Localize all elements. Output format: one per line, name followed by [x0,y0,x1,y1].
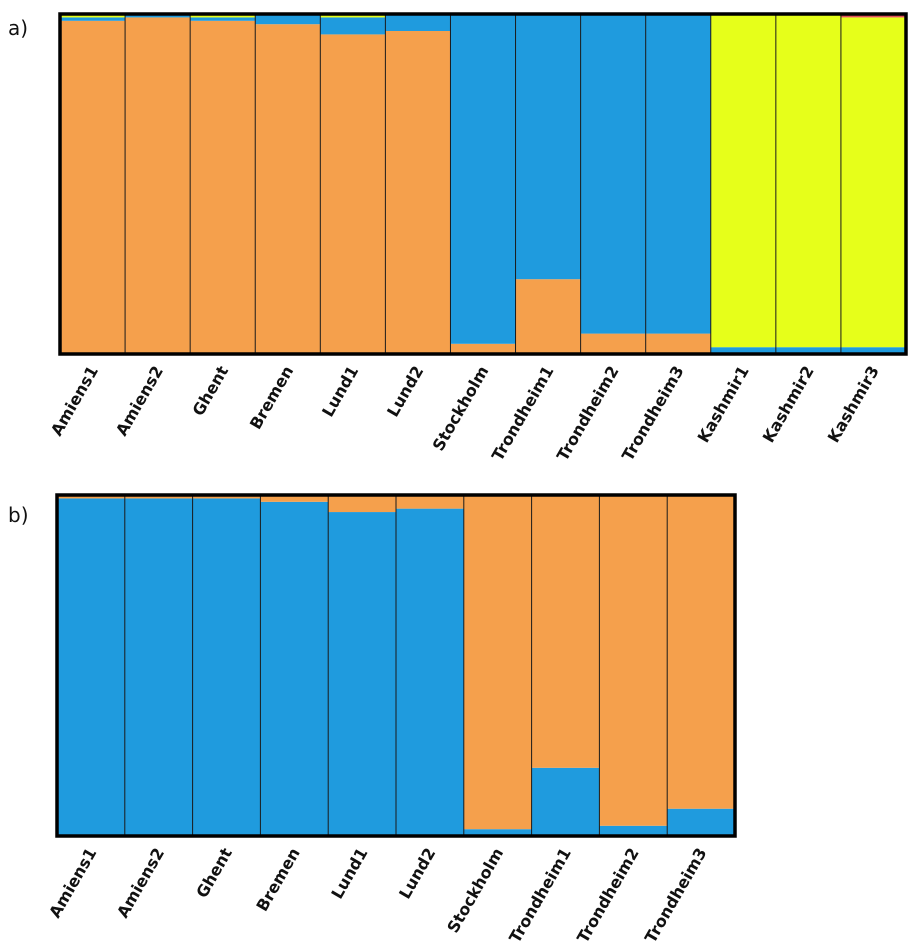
bar-segment-stockholm-0 [450,343,517,354]
panel-label-a: a) [8,16,29,40]
bar-segment-kashmir3-1 [840,347,907,354]
population-trondheim1 [515,14,582,354]
plot-frame [55,493,737,838]
bar-segment-trondheim2-1 [580,14,647,334]
bar-segment-lund1-1 [328,495,397,513]
bar-segment-lund2-1 [396,495,465,509]
bar-segment-amiens2-0 [124,498,194,836]
population-lund2 [396,495,465,836]
bar-segment-amiens1-0 [60,20,126,355]
tick-label-lund1: Lund1 [318,363,362,421]
bar-segment-bremen-0 [255,24,321,354]
tick-label-amiens2: Amiens2 [112,363,167,440]
tick-label-trondheim3: Trondheim3 [618,363,688,465]
tick-label-kashmir2: Kashmir2 [759,363,818,446]
bar-segment-kashmir1-1 [710,347,777,354]
structure-plot-a: Amiens1 Amiens2 Ghent Bremen Lund1 Lund2 Stock… [47,12,908,465]
tick-label-kashmir1: Kashmir1 [694,363,753,446]
bar-segment-trondheim1-1 [515,14,582,280]
tick-label-lund2: Lund2 [383,363,427,421]
population-stockholm [463,495,533,836]
bar-segment-bremen-1 [255,14,321,25]
bar-segment-ghent-1 [190,17,256,21]
bar-segment-trondheim1-1 [531,495,600,768]
bar-segment-lund2-1 [385,14,452,31]
bar-segment-kashmir2-2 [775,14,842,348]
bar-segment-kashmir2-1 [775,347,842,354]
bar-segment-trondheim3-0 [645,333,712,354]
tick-label-ghent: Ghent [192,844,236,901]
population-amiens2 [124,495,194,836]
population-lund1 [328,495,397,836]
bar-segment-stockholm-0 [463,829,533,836]
bar-segment-bremen-1 [260,495,329,502]
tick-label-stockholm: Stockholm [443,845,507,937]
structure-plot-b: Amiens1 Amiens2 Ghent Bremen Lund1 Lund2 Stock… [45,493,737,947]
bar-segment-trondheim1-0 [515,279,582,354]
tick-label-stockholm: Stockholm [429,363,493,455]
population-kashmir3 [840,14,907,354]
bar-segment-trondheim2-0 [599,825,668,836]
bar-segment-ghent-0 [192,498,261,836]
population-ghent [190,14,256,355]
population-ghent [192,495,261,836]
tick-label-trondheim2: Trondheim2 [573,845,643,947]
population-kashmir2 [775,14,842,354]
bar-segment-amiens1-0 [57,498,126,836]
bar-segment-trondheim3-1 [645,14,712,334]
population-lund2 [385,14,452,354]
tick-label-trondheim1: Trondheim1 [505,845,575,947]
bar-segment-amiens2-0 [125,17,191,355]
bar-segment-trondheim1-0 [531,767,600,836]
population-trondheim2 [580,14,647,354]
bar-segment-lund1-0 [320,34,386,355]
tick-label-trondheim1: Trondheim1 [488,363,558,465]
plot-frame [58,12,908,356]
population-amiens1 [57,495,126,836]
population-amiens2 [125,14,191,355]
population-bremen [255,14,321,354]
population-kashmir1 [710,14,777,354]
bar-segment-kashmir3-2 [840,17,907,348]
population-lund1 [320,14,386,355]
tick-label-kashmir3: Kashmir3 [824,363,883,446]
bar-segment-lund1-0 [328,512,397,836]
tick-label-bremen: Bremen [246,363,297,433]
tick-label-lund2: Lund2 [395,845,439,903]
bar-segment-stockholm-1 [450,14,517,344]
bar-segment-stockholm-1 [463,495,533,830]
panel-label-b: b) [8,503,29,527]
bar-segment-bremen-0 [260,501,329,836]
population-trondheim3 [645,14,712,354]
bar-segment-trondheim2-1 [599,495,668,826]
tick-label-amiens2: Amiens2 [113,845,168,922]
bar-segment-lund1-1 [320,17,386,35]
bar-segment-lund2-0 [396,508,465,836]
tick-label-lund1: Lund1 [327,845,371,903]
tick-label-trondheim3: Trondheim3 [641,845,711,947]
tick-label-trondheim2: Trondheim2 [553,363,623,465]
bar-segment-kashmir1-2 [710,14,777,348]
population-amiens1 [60,14,126,355]
tick-label-amiens1: Amiens1 [47,363,102,440]
bar-segment-ghent-0 [190,20,256,355]
population-bremen [260,495,329,836]
population-trondheim3 [667,495,736,836]
population-stockholm [450,14,517,354]
tick-label-bremen: Bremen [252,845,303,915]
population-trondheim2 [599,495,668,836]
bar-segment-trondheim3-0 [667,808,736,836]
bar-segment-amiens1-1 [60,17,126,21]
population-trondheim1 [531,495,600,836]
bar-segment-trondheim3-1 [667,495,736,809]
tick-label-amiens1: Amiens1 [45,845,100,922]
bar-segment-trondheim2-0 [580,333,647,354]
bar-segment-lund2-0 [385,31,452,354]
tick-label-ghent: Ghent [188,362,232,419]
